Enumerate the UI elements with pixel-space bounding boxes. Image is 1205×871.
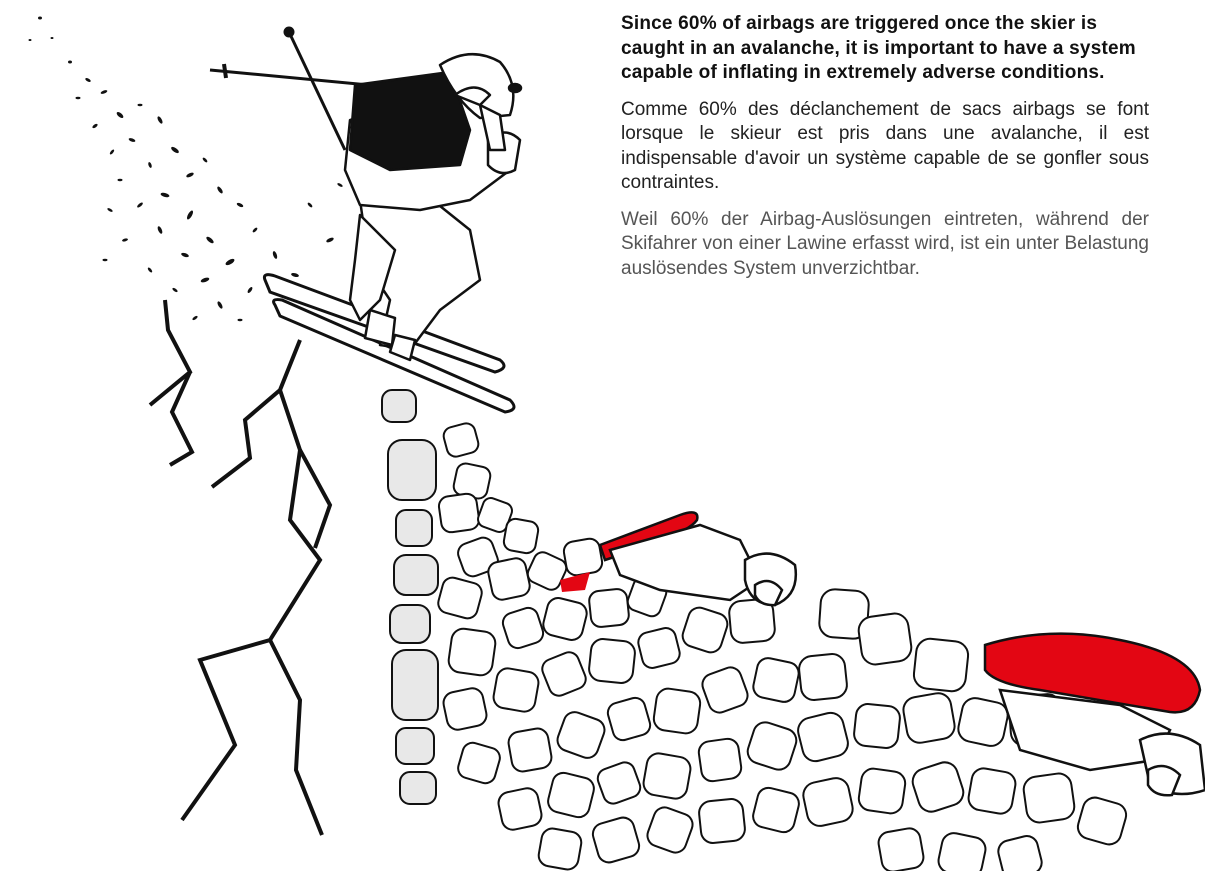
english-paragraph: Since 60% of airbags are triggered once … bbox=[621, 13, 1136, 83]
jumping-skier bbox=[343, 52, 523, 362]
buried-skier-1 bbox=[560, 511, 798, 607]
buried-skier-2 bbox=[983, 632, 1205, 797]
text-block: Since 60% of airbags are triggered once … bbox=[621, 12, 1149, 281]
avalanche-shadow-blocks bbox=[381, 389, 439, 805]
german-paragraph: Weil 60% der Airbag-Auslösungen eintrete… bbox=[621, 208, 1149, 279]
cliff-lines bbox=[148, 299, 333, 836]
snow-spray bbox=[28, 16, 343, 322]
french-paragraph: Comme 60% des déclanchement de sacs airb… bbox=[621, 98, 1149, 194]
